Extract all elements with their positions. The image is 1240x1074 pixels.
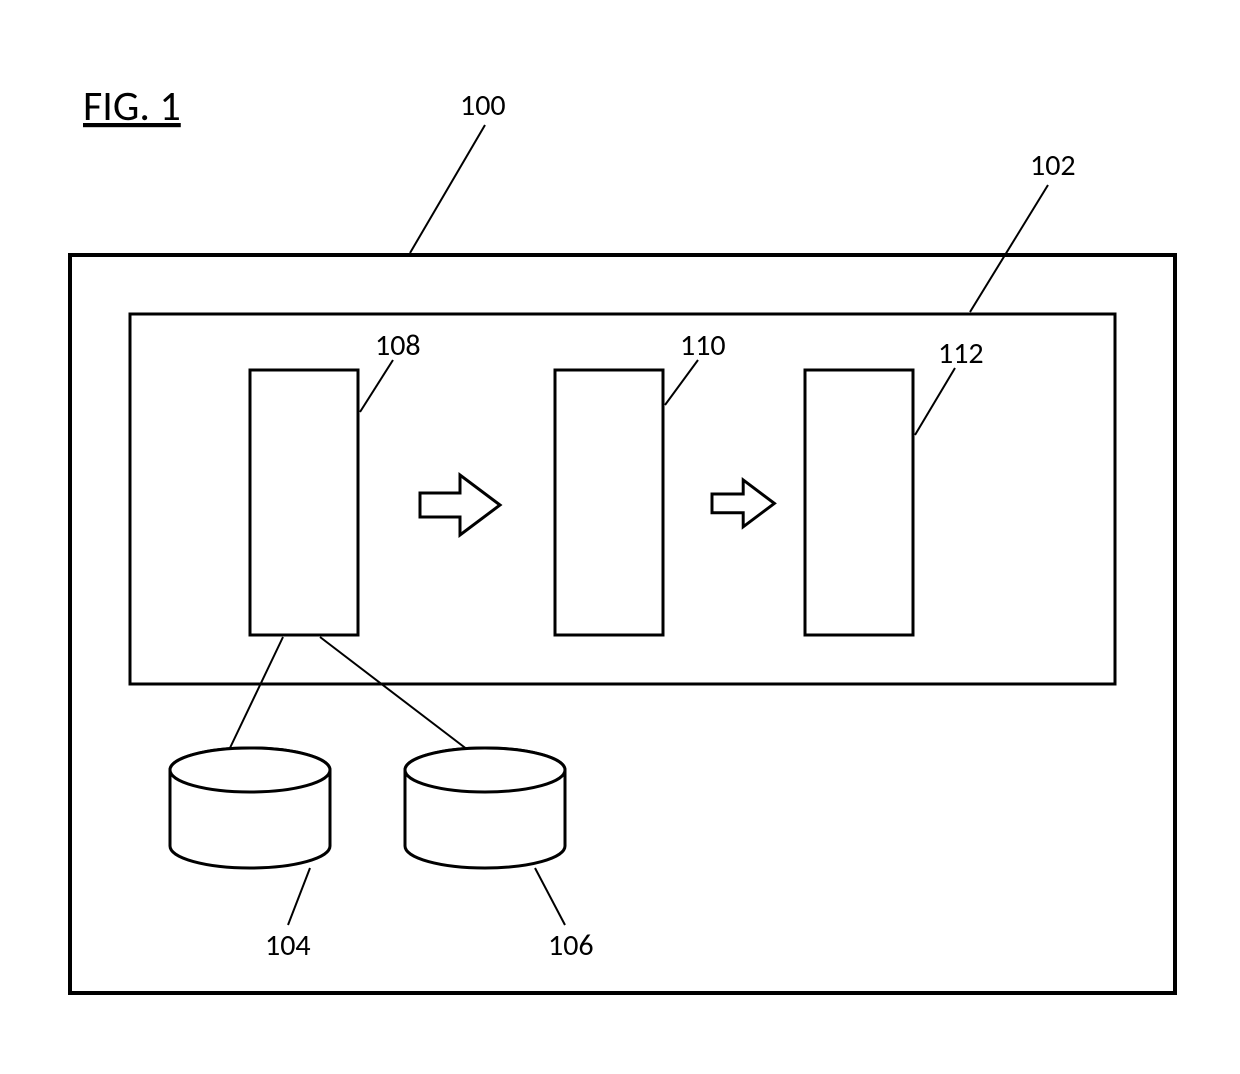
refnum-108: 108 — [375, 327, 421, 364]
refnum-102: 102 — [1030, 147, 1076, 184]
refnum-110: 110 — [680, 327, 726, 364]
block-110 — [555, 370, 663, 635]
block-108 — [250, 370, 358, 635]
leader-100 — [410, 125, 485, 253]
refnum-100: 100 — [460, 87, 506, 124]
refnum-106: 106 — [548, 927, 594, 964]
figure-title: FIG. 1 — [83, 81, 181, 132]
block-112 — [805, 370, 913, 635]
cylinder-106 — [405, 748, 565, 868]
refnum-104: 104 — [265, 927, 311, 964]
refnum-112: 112 — [938, 335, 984, 372]
cylinder-104 — [170, 748, 330, 868]
